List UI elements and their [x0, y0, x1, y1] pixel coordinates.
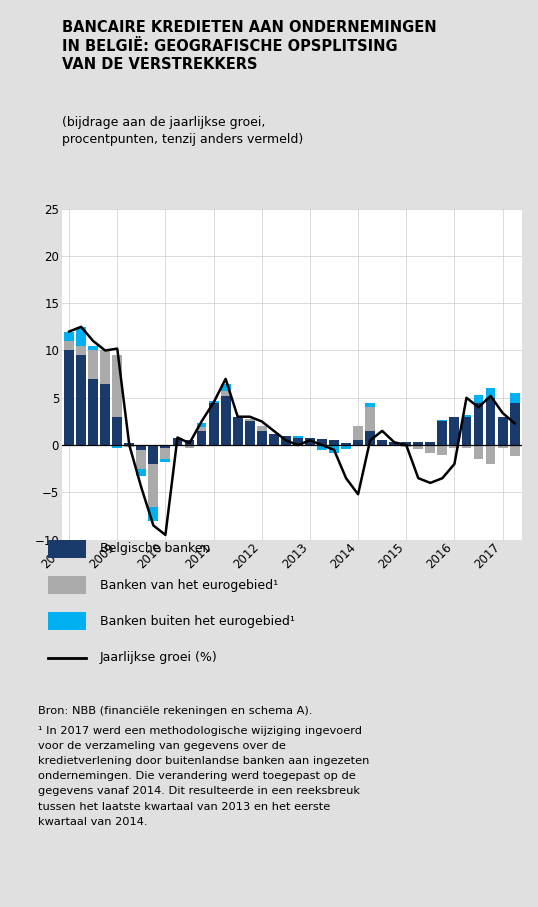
Bar	[269, 434, 279, 445]
Text: BANCAIRE KREDIETEN AAN ONDERNEMINGEN
IN BELGIË: GEOGRAFISCHE OPSPLITSING
VAN DE : BANCAIRE KREDIETEN AAN ONDERNEMINGEN IN …	[62, 20, 436, 73]
Bar	[365, 407, 375, 431]
Bar	[293, 437, 303, 445]
Text: Banken buiten het eurogebied¹: Banken buiten het eurogebied¹	[100, 615, 294, 628]
Bar	[317, 445, 327, 450]
Text: ¹ In 2017 werd een methodologische wijziging ingevoerd
voor de verzameling van g: ¹ In 2017 werd een methodologische wijzi…	[38, 726, 369, 827]
Bar	[437, 420, 447, 422]
Bar	[257, 426, 267, 431]
Bar	[365, 403, 375, 407]
Bar	[221, 391, 231, 395]
Bar	[185, 440, 194, 445]
Bar	[426, 445, 435, 453]
Bar	[100, 384, 110, 445]
Bar	[76, 327, 86, 346]
Bar	[148, 506, 158, 521]
Bar	[437, 422, 447, 445]
Bar	[329, 440, 339, 445]
Bar	[486, 445, 495, 464]
Bar	[160, 448, 171, 459]
Bar	[498, 416, 507, 445]
Text: Banken van het eurogebied¹: Banken van het eurogebied¹	[100, 579, 278, 591]
Bar	[160, 445, 171, 448]
Bar	[64, 332, 74, 341]
Bar	[221, 395, 231, 445]
Bar	[449, 416, 459, 445]
Bar	[137, 450, 146, 469]
Bar	[509, 445, 520, 456]
Bar	[462, 445, 471, 448]
Bar	[486, 398, 495, 445]
Bar	[498, 445, 507, 448]
Bar	[473, 403, 484, 445]
Bar	[365, 431, 375, 445]
Bar	[377, 440, 387, 445]
Bar	[437, 445, 447, 454]
Bar	[462, 416, 471, 445]
Bar	[76, 346, 86, 356]
Bar	[100, 350, 110, 384]
Text: Jaarlijkse groei (%): Jaarlijkse groei (%)	[100, 651, 217, 664]
Bar	[245, 419, 254, 422]
Text: Bron: NBB (financiële rekeningen en schema A).: Bron: NBB (financiële rekeningen en sche…	[38, 706, 312, 716]
Bar	[449, 445, 459, 448]
Bar	[401, 445, 411, 447]
Bar	[353, 440, 363, 445]
Bar	[413, 443, 423, 445]
Bar	[509, 403, 520, 445]
Bar	[124, 444, 134, 445]
Bar	[257, 431, 267, 445]
Bar	[88, 350, 98, 379]
Bar	[473, 395, 484, 403]
Bar	[148, 464, 158, 506]
Bar	[160, 459, 171, 462]
Bar	[196, 431, 207, 445]
Bar	[64, 341, 74, 350]
Bar	[473, 445, 484, 459]
Bar	[462, 414, 471, 416]
Bar	[233, 416, 243, 445]
Bar	[88, 379, 98, 445]
Bar	[196, 424, 207, 427]
Bar	[341, 445, 351, 449]
Bar	[124, 445, 134, 447]
Bar	[76, 356, 86, 445]
Bar	[390, 443, 399, 445]
Bar	[112, 356, 122, 416]
Bar	[112, 445, 122, 448]
Bar	[88, 346, 98, 350]
Bar	[221, 384, 231, 391]
Bar	[413, 445, 423, 449]
Bar	[112, 416, 122, 445]
Bar	[293, 435, 303, 437]
Bar	[317, 439, 327, 445]
Bar	[137, 445, 146, 450]
Bar	[305, 437, 315, 445]
Bar	[281, 435, 291, 445]
Text: Belgische banken: Belgische banken	[100, 542, 210, 555]
Bar	[209, 403, 218, 445]
Bar	[486, 388, 495, 398]
Bar	[173, 437, 182, 445]
Bar	[196, 427, 207, 431]
Bar	[401, 443, 411, 445]
Bar	[185, 445, 194, 448]
Bar	[329, 445, 339, 453]
Bar	[353, 426, 363, 440]
Bar	[209, 401, 218, 403]
Bar	[341, 444, 351, 445]
Bar	[509, 393, 520, 403]
Bar	[148, 445, 158, 464]
Bar	[245, 422, 254, 445]
Bar	[64, 350, 74, 445]
Bar	[137, 469, 146, 476]
Text: (bijdrage aan de jaarlijkse groei,
procentpunten, tenzij anders vermeld): (bijdrage aan de jaarlijkse groei, proce…	[62, 116, 303, 146]
Bar	[426, 443, 435, 445]
